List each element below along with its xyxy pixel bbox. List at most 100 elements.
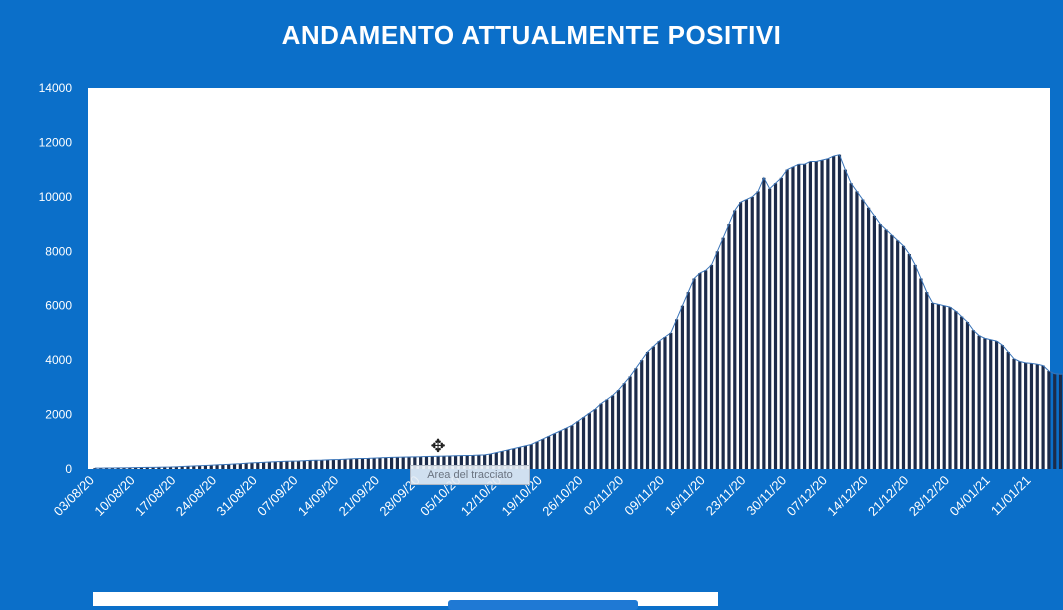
x-axis: 03/08/2010/08/2017/08/2024/08/2031/08/20…: [51, 473, 1034, 519]
bar-76: [535, 441, 539, 469]
bar-30: [267, 462, 272, 469]
x-tick-label: 11/01/21: [988, 473, 1034, 519]
bar-63: [459, 455, 463, 469]
plot-area[interactable]: [88, 88, 1050, 469]
x-tick-label: 10/08/20: [91, 473, 137, 519]
bar-12: [163, 467, 167, 469]
bar-83: [576, 421, 580, 470]
bar-131: [855, 191, 859, 469]
bar-101: [680, 305, 685, 469]
y-tick-label: 6000: [45, 299, 72, 313]
bar-73: [517, 447, 522, 469]
bar-124: [814, 161, 818, 470]
bar-91: [622, 383, 626, 469]
bar-102: [686, 292, 690, 469]
bar-89: [611, 395, 615, 469]
bar-141: [913, 264, 917, 469]
bar-27: [250, 462, 254, 469]
bar-128: [837, 154, 842, 469]
bar-45: [355, 458, 359, 469]
bar-145: [936, 304, 940, 469]
bar-104: [698, 273, 702, 469]
bar-92: [628, 376, 632, 469]
bar-54: [407, 457, 411, 469]
bottom-panel-button[interactable]: [448, 600, 638, 610]
bar-26: [244, 463, 248, 469]
bar-93: [634, 368, 638, 469]
x-tick-label: 21/09/20: [336, 473, 382, 519]
bar-70: [500, 451, 504, 469]
bar-28: [256, 462, 260, 469]
x-tick-label: 26/10/20: [539, 473, 585, 519]
bar-55: [413, 456, 417, 469]
bar-65: [471, 455, 475, 469]
bar-15: [180, 466, 184, 469]
bar-0: [93, 468, 97, 469]
bars-group: [93, 154, 1063, 470]
bar-165: [1053, 373, 1057, 469]
bar-49: [378, 457, 382, 469]
chart-title: ANDAMENTO ATTUALMENTE POSITIVI: [281, 20, 782, 50]
bar-132: [861, 199, 865, 469]
bar-144: [930, 302, 935, 469]
bar-19: [203, 465, 208, 469]
bar-43: [343, 459, 347, 469]
bar-6: [128, 467, 132, 469]
bar-111: [739, 202, 743, 470]
bar-58: [430, 456, 434, 469]
bar-162: [1035, 364, 1039, 469]
bar-166: [1058, 374, 1063, 469]
bar-9: [145, 467, 149, 469]
bar-125: [820, 160, 824, 469]
x-tick-label: 09/11/20: [621, 473, 667, 519]
x-tick-label: 31/08/20: [214, 473, 260, 519]
bar-126: [826, 158, 830, 469]
bar-115: [762, 177, 766, 469]
bar-90: [616, 390, 621, 469]
bar-35: [296, 460, 301, 469]
x-tick-label: 28/12/20: [906, 473, 952, 519]
bar-140: [907, 254, 911, 469]
x-tick-label: 14/09/20: [295, 473, 341, 519]
bar-13: [168, 467, 173, 469]
bar-21: [215, 464, 219, 469]
bar-72: [512, 448, 516, 469]
bar-57: [424, 456, 429, 469]
bar-39: [320, 460, 324, 469]
bar-80: [558, 430, 562, 469]
bar-136: [884, 229, 888, 469]
bar-155: [994, 341, 999, 469]
bar-25: [238, 463, 242, 469]
bar-81: [564, 428, 568, 469]
bar-47: [366, 458, 370, 469]
bar-152: [977, 335, 981, 469]
bar-158: [1012, 358, 1016, 469]
x-tick-label: 02/11/20: [581, 473, 627, 519]
bar-164: [1047, 371, 1051, 469]
bar-79: [552, 433, 557, 469]
y-tick-label: 14000: [39, 81, 73, 95]
bar-103: [692, 278, 696, 469]
bar-105: [704, 270, 708, 469]
bar-99: [669, 332, 673, 469]
bar-116: [768, 188, 772, 469]
plot-area-tooltip: Area del tracciato: [410, 465, 530, 485]
bar-95: [645, 351, 650, 469]
x-tick-label: 24/08/20: [173, 473, 219, 519]
y-tick-label: 10000: [39, 190, 73, 204]
y-tick-label: 4000: [45, 353, 72, 367]
bar-160: [1024, 362, 1028, 469]
bar-113: [750, 196, 754, 470]
y-tick-label: 2000: [45, 408, 72, 422]
bar-154: [989, 339, 993, 469]
bar-77: [541, 439, 545, 469]
bar-20: [209, 465, 213, 469]
bar-157: [1006, 351, 1010, 469]
x-tick-label: 17/08/20: [132, 473, 178, 519]
bar-23: [227, 464, 231, 469]
bar-78: [547, 436, 551, 469]
x-tick-label: 07/12/20: [784, 473, 830, 519]
bar-88: [605, 399, 609, 469]
bar-34: [291, 461, 295, 469]
